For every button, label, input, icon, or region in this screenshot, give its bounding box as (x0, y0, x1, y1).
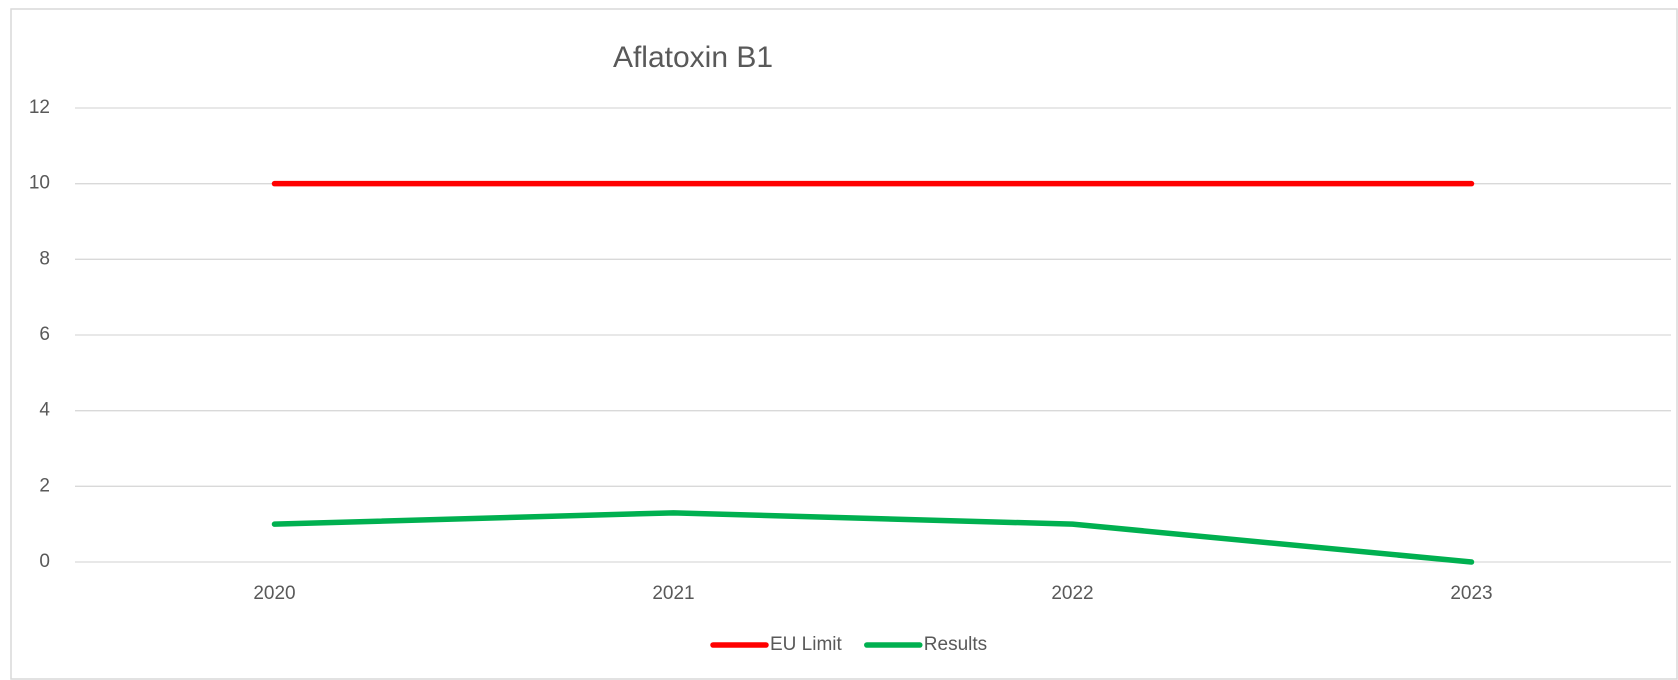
y-tick-label: 4 (39, 400, 50, 421)
x-tick-label: 2022 (1051, 583, 1093, 604)
x-tick-label: 2020 (253, 583, 295, 604)
x-tick-label: 2023 (1450, 583, 1492, 604)
chart-title: Aflatoxin B1 (613, 41, 773, 74)
legend-label: EU Limit (770, 634, 843, 655)
y-tick-label: 10 (29, 173, 50, 194)
legend-label: Results (924, 634, 987, 655)
chart-border (10, 8, 1678, 680)
y-tick-label: 12 (29, 97, 50, 118)
y-tick-label: 0 (39, 551, 50, 572)
x-tick-label: 2021 (652, 583, 694, 604)
series-line (271, 510, 1475, 565)
y-tick-label: 8 (39, 248, 50, 269)
y-tick-label: 2 (39, 475, 50, 496)
y-tick-label: 6 (39, 324, 50, 345)
